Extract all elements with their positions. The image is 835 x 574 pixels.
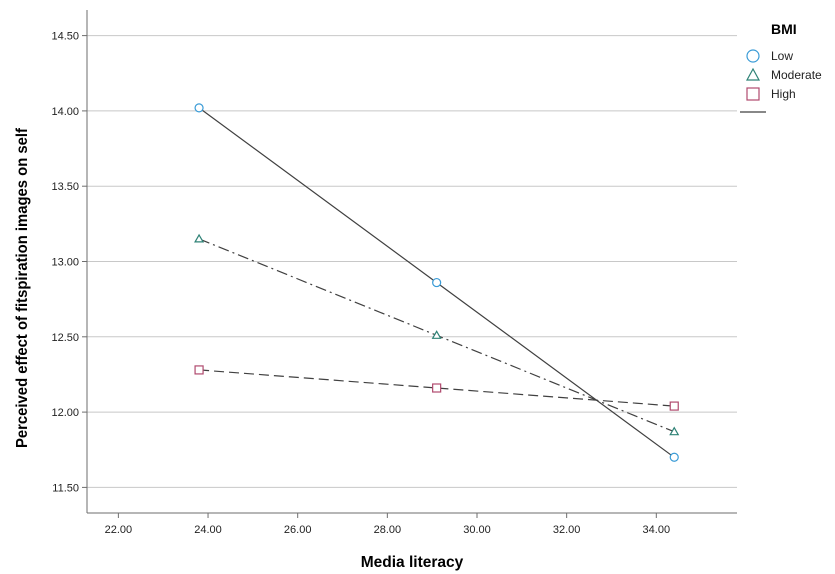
data-point-high: [432, 383, 442, 393]
legend-marker-low: [746, 49, 760, 63]
legend: BMI Low Moderate High: [740, 21, 822, 113]
legend-items: Low Moderate High: [740, 49, 822, 113]
gridlines: [87, 35, 737, 488]
x-tick-label: 28.00: [374, 524, 402, 536]
y-tick-label: 13.50: [51, 181, 79, 193]
x-tick-label: 24.00: [194, 524, 222, 536]
legend-marker-high: [746, 87, 760, 101]
data-point-moderate: [194, 233, 205, 243]
x-tick-label: 32.00: [553, 524, 581, 536]
y-tick-label: 14.50: [51, 31, 79, 43]
series-markers: [194, 103, 680, 462]
legend-label-moderate: Moderate: [771, 68, 822, 82]
x-tick-label: 22.00: [105, 524, 133, 536]
y-tick-labels: 11.50 12.00 12.50 13.00 13.50 14.00 14.50: [51, 31, 87, 494]
legend-title: BMI: [771, 21, 797, 37]
x-tick-labels: 22.00 24.00 26.00 28.00 30.00 32.00 34.00: [105, 513, 670, 536]
legend-marker-moderate: [745, 67, 761, 81]
y-tick-label: 12.50: [51, 332, 79, 344]
legend-label-low: Low: [771, 49, 793, 63]
data-point-high: [669, 401, 679, 411]
x-tick-label: 26.00: [284, 524, 312, 536]
y-tick-label: 13.00: [51, 257, 79, 269]
data-point-moderate: [431, 330, 442, 339]
x-tick-label: 30.00: [463, 524, 491, 536]
legend-label-high: High: [771, 87, 796, 101]
y-tick-label: 11.50: [52, 482, 79, 494]
y-axis-title: Perceived effect of fitspiration images …: [14, 127, 31, 448]
data-point-low: [194, 103, 204, 113]
x-tick-label: 34.00: [643, 524, 671, 536]
y-tick-label: 12.00: [51, 407, 79, 419]
data-point-moderate: [669, 426, 680, 436]
series-line-high: [199, 369, 675, 407]
data-point-low: [669, 452, 679, 462]
data-point-low: [432, 277, 442, 288]
y-tick-label: 14.00: [51, 106, 79, 118]
data-point-high: [194, 365, 204, 375]
x-axis-title: Media literacy: [361, 554, 464, 571]
